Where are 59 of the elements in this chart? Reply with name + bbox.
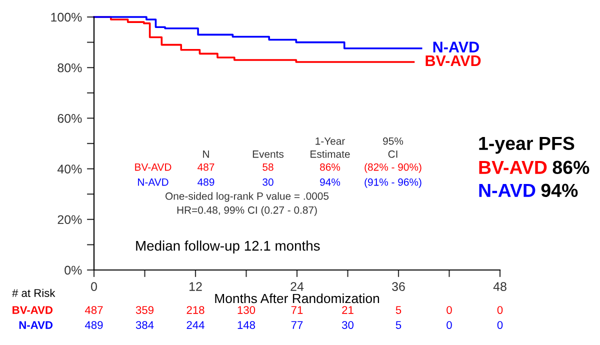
text: 77 [291, 321, 303, 329]
annotation: Estimate [310, 150, 350, 158]
x-tick-label: 24 [290, 282, 304, 291]
text: 487 [84, 306, 103, 314]
text: 384 [136, 321, 154, 329]
annotation: 489 [198, 178, 214, 186]
text: 71 [291, 306, 303, 314]
annotation: BV-AVD [135, 164, 172, 171]
annotation: 94% [320, 178, 340, 186]
text: 94% [541, 184, 578, 198]
text: 5 [396, 321, 402, 329]
annotation: 86% [320, 163, 340, 171]
annotation: 1-year PFS [479, 136, 574, 154]
y-tick-label: 40% [57, 164, 82, 174]
annotation: (82% - 90%) [364, 163, 422, 173]
text: 0 [497, 306, 503, 314]
y-tick-label: 60% [58, 114, 82, 123]
annotation: 95% [383, 137, 404, 145]
x-tick-label: 36 [392, 282, 405, 291]
annotation: N-AVD [138, 178, 168, 186]
annotation: 58 [262, 163, 274, 171]
text: BV-AVD [12, 306, 53, 314]
text: 359 [136, 306, 154, 314]
text: # at Risk [12, 288, 56, 297]
text: 21 [342, 306, 354, 314]
text: 244 [186, 321, 204, 329]
annotation: N [203, 150, 209, 158]
y-tick-label: 20% [58, 215, 82, 224]
text: N-AVD [19, 321, 53, 329]
annotation: CI [388, 150, 398, 158]
x-tick-label: 48 [493, 282, 506, 291]
text: 489 [84, 321, 103, 329]
annotation: BV-AVD [479, 160, 547, 174]
text: 86% [552, 160, 590, 174]
text: 30 [342, 321, 354, 329]
text: 0 [446, 321, 452, 329]
text: 218 [186, 306, 204, 314]
text: 130 [238, 306, 256, 314]
text: 0 [446, 306, 452, 314]
y-tick-label: 100% [51, 12, 82, 22]
annotation: Events [252, 150, 284, 158]
annotation: One-sided log-rank P value = .0005 [166, 192, 329, 202]
annotation: 487 [198, 163, 214, 171]
text: 0 [497, 321, 503, 329]
annotation: N-AVD [479, 184, 536, 197]
series-label: BV-AVD [426, 55, 481, 66]
x-tick-label: 0 [91, 282, 97, 291]
x-tick-label: 12 [190, 282, 202, 291]
annotation: 30 [262, 178, 274, 186]
annotation: 1-Year [316, 138, 345, 145]
text: 148 [238, 321, 256, 329]
y-tick-label: 0% [64, 266, 82, 275]
x-axis-title: Months After Randomization [215, 293, 380, 304]
annotation: (91% - 96%) [364, 178, 422, 188]
annotation: HR=0.48, 99% CI (0.27 - 0.87) [177, 206, 317, 216]
series-label: N-AVD [433, 42, 479, 52]
text: 5 [396, 306, 402, 314]
y-tick-label: 80% [58, 63, 82, 72]
annotation: Median follow-up 12.1 months [136, 240, 320, 254]
